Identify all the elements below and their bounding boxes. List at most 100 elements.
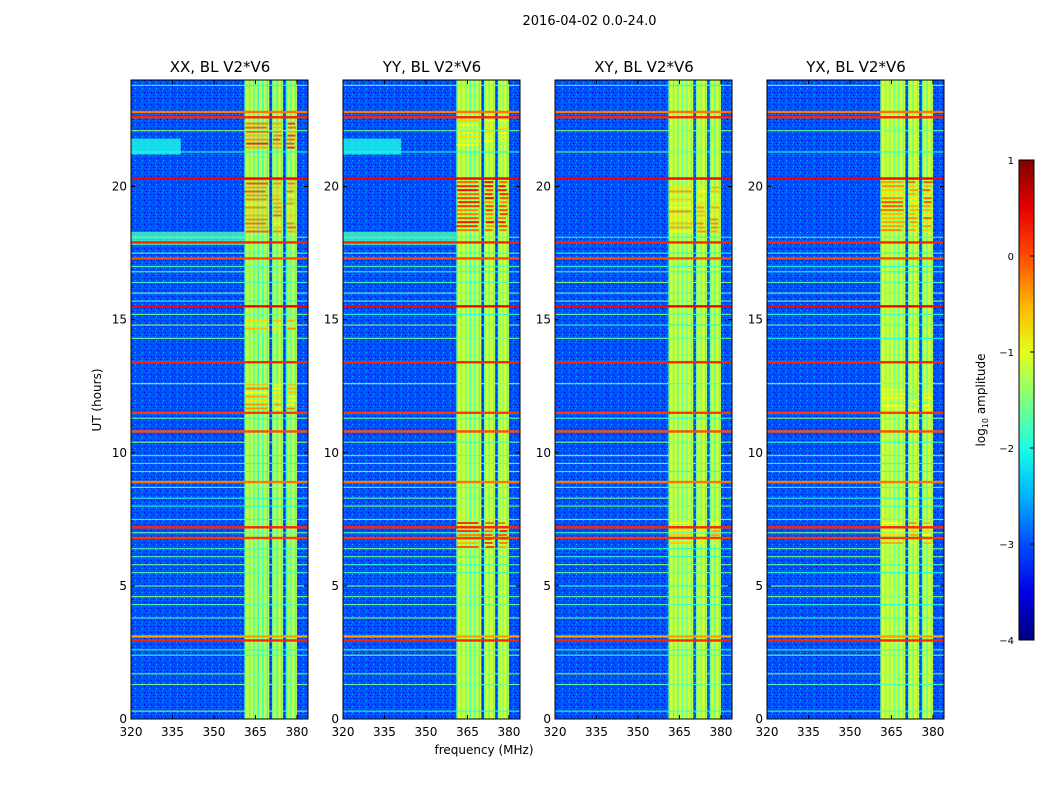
- rfi-time-line: [131, 271, 308, 273]
- rfi-band-texture: [257, 80, 260, 719]
- rfi-burst-cell: [922, 205, 931, 208]
- rfi-burst-cell: [696, 533, 704, 536]
- rfi-band-texture: [506, 80, 509, 719]
- rfi-wideband-line: [555, 241, 732, 244]
- rfi-time-line: [343, 454, 520, 457]
- rfi-burst-cell: [485, 131, 495, 134]
- y-axis-label: UT (hours): [90, 368, 104, 432]
- rfi-burst-cell: [697, 521, 705, 524]
- rfi-wideband-line: [343, 526, 520, 529]
- rfi-wideband-line: [131, 110, 308, 114]
- rfi-wideband-line: [555, 257, 732, 260]
- rfi-time-line: [131, 383, 308, 385]
- rfi-time-line: [555, 281, 732, 284]
- rfi-time-line: [343, 236, 520, 238]
- rfi-burst-cell: [881, 404, 905, 407]
- rfi-burst-cell: [272, 126, 281, 129]
- rfi-time-line: [131, 572, 308, 574]
- rfi-burst-cell: [709, 541, 718, 544]
- rfi-band-texture: [902, 80, 904, 719]
- rfi-burst-cell: [696, 206, 704, 209]
- rfi-burst-cell: [669, 194, 692, 197]
- rfi-burst-cell: [909, 529, 918, 532]
- panel-title-xy: XY, BL V2*V6: [594, 58, 694, 76]
- rfi-burst-cell: [881, 193, 904, 196]
- rfi-burst-cell: [668, 206, 692, 209]
- rfi-time-line: [343, 462, 520, 465]
- rfi-time-line: [555, 572, 732, 574]
- rfi-burst-cell: [272, 194, 281, 197]
- y-tick-label: 15: [324, 313, 339, 327]
- rfi-burst-cell: [273, 134, 283, 137]
- colorbar-label-rest: amplitude: [973, 353, 988, 418]
- rfi-burst-cell: [273, 395, 282, 398]
- rfi-wideband-line: [131, 536, 308, 540]
- rfi-band-texture: [469, 80, 472, 719]
- rfi-burst-cell: [909, 197, 918, 200]
- rfi-burst-cell: [881, 400, 903, 403]
- panel-title-yx: YX, BL V2*V6: [806, 58, 906, 76]
- rfi-burst-cell: [922, 404, 930, 407]
- rfi-burst-cell: [457, 181, 479, 184]
- rfi-burst-cell: [881, 213, 903, 216]
- rfi-burst-cell: [882, 205, 904, 208]
- heatmap-diffuse-band: [131, 138, 181, 155]
- rfi-burst-cell: [499, 181, 507, 184]
- rfi-burst-cell: [287, 230, 296, 233]
- rfi-band-texture: [502, 80, 504, 719]
- rfi-burst-cell: [696, 210, 705, 213]
- rfi-burst-cell: [458, 533, 481, 536]
- rfi-time-line: [767, 324, 944, 326]
- rfi-burst-cell: [287, 391, 296, 394]
- rfi-burst-cell: [485, 143, 493, 146]
- rfi-band-texture: [478, 80, 480, 719]
- rfi-wideband-line: [767, 639, 944, 642]
- rfi-time-line: [343, 654, 520, 656]
- rfi-burst-cell: [484, 185, 493, 188]
- rfi-wideband-line: [767, 110, 944, 114]
- rfi-band-texture: [276, 80, 278, 719]
- rfi-burst-cell: [246, 182, 268, 185]
- rfi-burst-cell: [484, 193, 493, 196]
- rfi-time-line: [343, 518, 520, 521]
- rfi-time-line: [555, 604, 732, 606]
- rfi-burst-cell: [286, 210, 296, 213]
- rfi-wideband-line: [767, 241, 944, 244]
- rfi-time-line: [555, 292, 732, 294]
- y-tick-label: 5: [331, 579, 339, 593]
- rfi-time-line: [555, 271, 732, 273]
- x-tick-label: 380: [497, 725, 520, 739]
- colorbar: [1018, 159, 1035, 641]
- rfi-burst-cell: [908, 185, 916, 188]
- rfi-burst-cell: [286, 403, 294, 406]
- rfi-burst-cell: [245, 230, 269, 233]
- rfi-burst-cell: [881, 521, 903, 524]
- rfi-burst-cell: [710, 218, 719, 221]
- rfi-burst-cell: [287, 126, 296, 129]
- rfi-burst-cell: [882, 408, 905, 411]
- rfi-wideband-line: [555, 526, 732, 529]
- rfi-time-line: [343, 417, 520, 419]
- panel-1-frame: [342, 79, 521, 720]
- rfi-burst-cell: [908, 181, 916, 184]
- rfi-burst-cell: [908, 213, 916, 216]
- rfi-time-line: [343, 441, 520, 443]
- rfi-frequency-band: [668, 80, 694, 719]
- rfi-burst-cell: [922, 189, 931, 192]
- rfi-burst-cell: [484, 123, 492, 126]
- rfi-time-line: [767, 236, 944, 238]
- rfi-wideband-line: [131, 430, 308, 433]
- rfi-burst-cell: [272, 387, 282, 390]
- rfi-time-line: [131, 556, 308, 558]
- rfi-time-line: [767, 497, 944, 499]
- rfi-time-line: [343, 548, 520, 550]
- rfi-burst-cell: [484, 229, 493, 232]
- rfi-burst-cell: [669, 202, 692, 205]
- rfi-wideband-line: [767, 305, 944, 308]
- heatmap-diffuse-band: [343, 138, 402, 155]
- rfi-time-line: [343, 683, 520, 686]
- rfi-burst-cell: [457, 521, 479, 524]
- rfi-time-line: [555, 324, 732, 326]
- rfi-wideband-line: [767, 480, 944, 484]
- y-tick-label: 0: [755, 712, 763, 726]
